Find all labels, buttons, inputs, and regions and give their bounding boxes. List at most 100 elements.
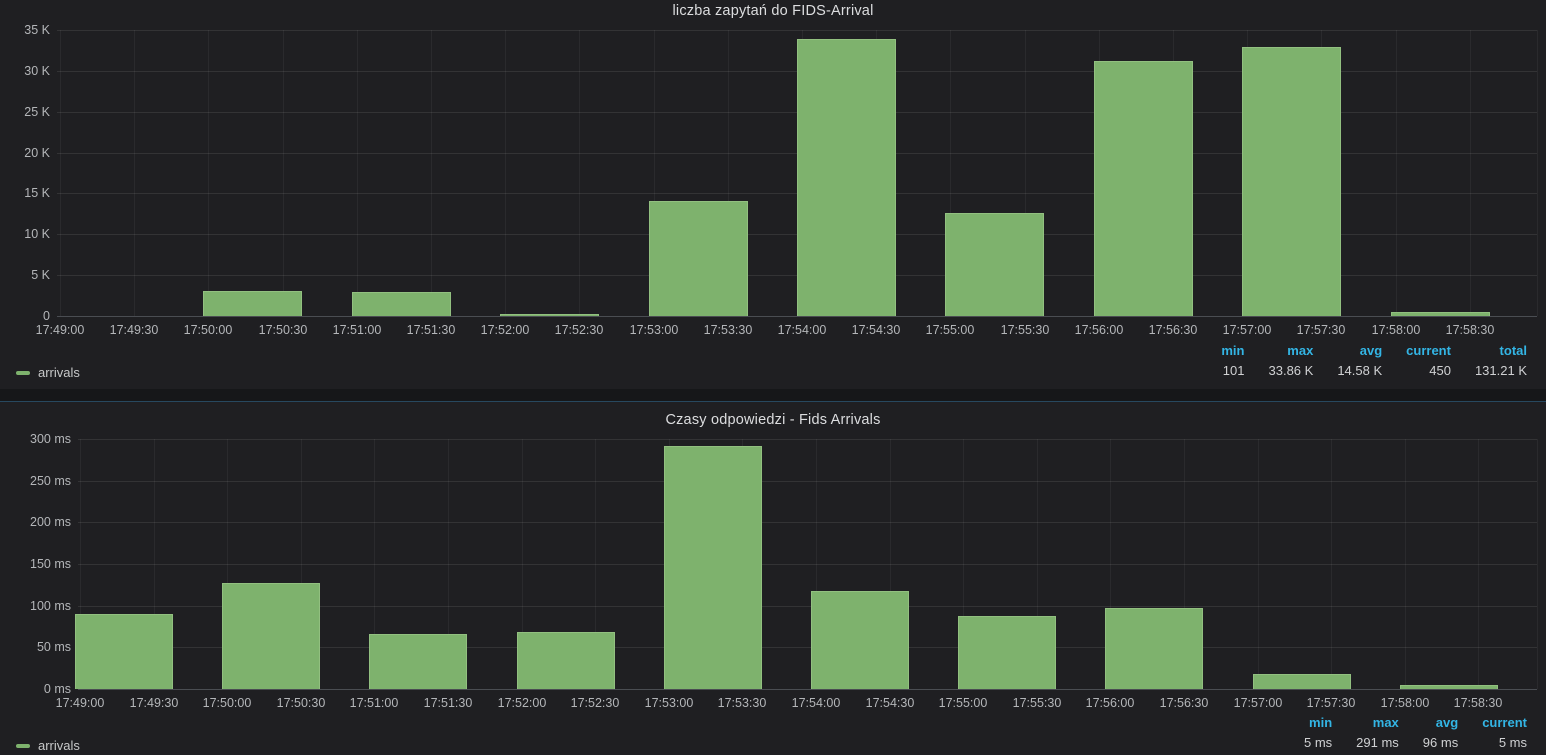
x-gridline — [505, 30, 506, 316]
bar-17:50[interactable] — [203, 291, 302, 316]
x-axis-tick-label: 17:50:30 — [258, 323, 308, 337]
bar-17:57[interactable] — [1242, 47, 1341, 316]
x-gridline — [522, 439, 523, 689]
y-axis-tick-label: 0 — [43, 309, 50, 323]
bar-17:55[interactable] — [958, 616, 1056, 689]
x-axis-tick-label: 17:51:30 — [406, 323, 456, 337]
stat-avg-value: 14.58 K — [1337, 363, 1383, 378]
bar-17:57[interactable] — [1253, 674, 1351, 689]
x-gridline — [1331, 439, 1332, 689]
x-gridline — [301, 439, 302, 689]
y-gridline — [78, 439, 1537, 440]
stat-max-header[interactable]: max — [1372, 715, 1399, 730]
x-axis-tick-label: 17:58:00 — [1371, 323, 1421, 337]
x-axis-tick-label: 17:51:00 — [332, 323, 382, 337]
x-axis-baseline — [57, 316, 1537, 317]
stat-max-value: 33.86 K — [1268, 363, 1314, 378]
y-axis-tick-label: 250 ms — [30, 474, 71, 488]
y-axis-tick-label: 35 K — [24, 23, 50, 37]
x-axis-tick-label: 17:57:30 — [1296, 323, 1346, 337]
panel-title[interactable]: liczba zapytań do FIDS-Arrival — [672, 3, 874, 19]
x-gridline — [1037, 439, 1038, 689]
bar-17:50[interactable] — [222, 583, 320, 689]
y-axis-tick-label: 15 K — [24, 186, 50, 200]
bar-17:54[interactable] — [811, 591, 909, 689]
x-axis-tick-label: 17:54:30 — [851, 323, 901, 337]
bar-17:52[interactable] — [500, 314, 599, 316]
y-axis-tick-label: 300 ms — [30, 432, 71, 446]
stat-total-header[interactable]: total — [1499, 343, 1527, 358]
x-gridline — [890, 439, 891, 689]
x-gridline — [283, 30, 284, 316]
plot-right-edge — [1537, 439, 1538, 689]
stat-current-header[interactable]: current — [1406, 343, 1451, 358]
bar-17:54[interactable] — [797, 39, 896, 316]
bar-17:51[interactable] — [352, 292, 451, 316]
x-gridline — [448, 439, 449, 689]
x-axis-tick-label: 17:55:30 — [1012, 696, 1062, 710]
x-gridline — [80, 439, 81, 689]
x-gridline — [816, 439, 817, 689]
bar-17:51[interactable] — [369, 634, 467, 689]
y-axis-tick-label: 50 ms — [36, 640, 71, 654]
x-axis-tick-label: 17:54:00 — [777, 323, 827, 337]
x-axis-tick-label: 17:51:00 — [349, 696, 399, 710]
y-axis-tick-label: 30 K — [24, 64, 50, 78]
legend-item-arrivals[interactable]: arrivals — [16, 365, 80, 380]
x-gridline — [1258, 439, 1259, 689]
x-gridline — [595, 439, 596, 689]
bar-17:55[interactable] — [945, 213, 1044, 316]
x-axis-tick-label: 17:54:30 — [865, 696, 915, 710]
bar-17:58[interactable] — [1391, 312, 1490, 316]
x-axis-tick-label: 17:52:30 — [570, 696, 620, 710]
x-axis-tick-label: 17:54:00 — [791, 696, 841, 710]
panel-title[interactable]: Czasy odpowiedzi - Fids Arrivals — [665, 412, 881, 428]
x-axis-tick-label: 17:55:30 — [1000, 323, 1050, 337]
series-label: arrivals — [38, 738, 80, 753]
x-gridline — [728, 30, 729, 316]
x-axis-tick-label: 17:58:30 — [1445, 323, 1495, 337]
legend-stats: min max avg current total 101 33.86 K 14.58 K 45… — [1197, 343, 1527, 379]
x-axis-tick-label: 17:57:30 — [1306, 696, 1356, 710]
x-axis-tick-label: 17:57:00 — [1222, 323, 1272, 337]
x-gridline — [154, 439, 155, 689]
x-gridline — [579, 30, 580, 316]
x-gridline — [431, 30, 432, 316]
y-axis-tick-label: 200 ms — [30, 515, 71, 529]
y-axis-tick-label: 150 ms — [30, 557, 71, 571]
x-gridline — [950, 30, 951, 316]
bar-17:53[interactable] — [649, 201, 748, 316]
x-gridline — [208, 30, 209, 316]
bar-17:52[interactable] — [517, 632, 615, 689]
x-gridline — [654, 30, 655, 316]
bar-17:49[interactable] — [75, 614, 173, 689]
x-axis-tick-label: 17:50:00 — [202, 696, 252, 710]
stat-current-header[interactable]: current — [1482, 715, 1527, 730]
x-axis-tick-label: 17:50:00 — [183, 323, 233, 337]
y-gridline — [78, 522, 1537, 523]
x-gridline — [357, 30, 358, 316]
stat-avg-header[interactable]: avg — [1435, 715, 1459, 730]
x-axis-tick-label: 17:56:30 — [1148, 323, 1198, 337]
stat-min-header[interactable]: min — [1221, 343, 1245, 358]
bar-17:56[interactable] — [1094, 61, 1193, 316]
y-axis-tick-label: 25 K — [24, 105, 50, 119]
x-gridline — [227, 439, 228, 689]
legend-stats: min max avg current 5 ms 291 ms 96 ms 5 ms — [1280, 715, 1527, 751]
stat-max-header[interactable]: max — [1287, 343, 1314, 358]
x-axis-tick-label: 17:53:00 — [629, 323, 679, 337]
y-axis-tick-label: 10 K — [24, 227, 50, 241]
legend-item-arrivals[interactable]: arrivals — [16, 738, 80, 753]
bar-17:58[interactable] — [1400, 685, 1498, 689]
stat-avg-value: 96 ms — [1422, 735, 1459, 750]
x-gridline — [1396, 30, 1397, 316]
stat-min-header[interactable]: min — [1309, 715, 1333, 730]
bar-17:56[interactable] — [1105, 608, 1203, 689]
x-axis-tick-label: 17:49:00 — [55, 696, 105, 710]
y-axis-tick-label: 5 K — [31, 268, 50, 282]
x-gridline — [60, 30, 61, 316]
y-gridline — [57, 30, 1537, 31]
x-gridline — [1110, 439, 1111, 689]
stat-avg-header[interactable]: avg — [1359, 343, 1383, 358]
bar-17:53[interactable] — [664, 446, 762, 689]
